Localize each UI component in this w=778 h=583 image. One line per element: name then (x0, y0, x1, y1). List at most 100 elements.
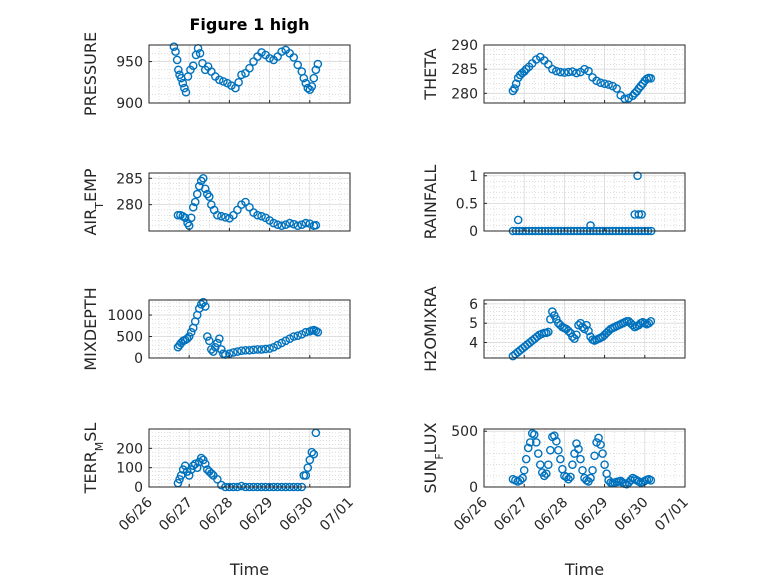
data-point (612, 84, 621, 93)
data-point (204, 192, 214, 202)
data-point (234, 77, 243, 87)
data-point (548, 64, 557, 74)
data-point (564, 326, 573, 336)
data-point (171, 47, 180, 56)
x-tick-label: 07/01 (317, 495, 357, 535)
data-point (578, 465, 587, 475)
y-tick-label: 500 (451, 424, 478, 440)
data-point (529, 430, 539, 439)
data-point (546, 445, 555, 455)
data-point (309, 73, 319, 83)
y-tick-label: 1 (469, 169, 478, 185)
y-tick-label: 500 (116, 330, 143, 346)
data-point (564, 474, 573, 484)
data-point (192, 463, 202, 472)
x-tick-label: 06/29 (237, 495, 277, 535)
data-point (644, 318, 654, 328)
data-point (182, 334, 192, 343)
axes-box (148, 428, 351, 488)
y-tick-label: 950 (116, 55, 143, 71)
data-point (556, 67, 565, 77)
y-tick-label: 200 (116, 441, 143, 457)
data-point (562, 472, 571, 482)
y-tick-label: 280 (116, 198, 143, 214)
subplot-air_temp: 280 285 AIRTEMP (81, 168, 351, 236)
data-point (305, 455, 315, 465)
data-point (576, 454, 585, 464)
data-point (293, 331, 303, 340)
y-axis-label: RAINFALL (421, 165, 440, 240)
x-tick-label: 06/26 (116, 494, 156, 534)
data-point (568, 332, 577, 342)
data-point (568, 460, 577, 469)
data-point (174, 65, 183, 75)
data-point (550, 431, 559, 440)
axes-box (483, 299, 686, 359)
data-point (184, 471, 194, 480)
data-point (572, 68, 581, 78)
data-point (190, 197, 200, 207)
data-point (200, 184, 210, 194)
data-point (196, 453, 206, 463)
data-point (626, 476, 636, 485)
data-point (544, 327, 553, 337)
data-point (299, 73, 309, 83)
y-axis-label: MIXDEPTH (81, 287, 100, 370)
data-point (277, 47, 286, 56)
data-point (521, 454, 531, 464)
data-point (572, 330, 581, 340)
data-point (213, 210, 222, 220)
data-point (646, 74, 656, 83)
data-point (542, 469, 551, 478)
subplot-theta: 280 285 290 THETA (421, 38, 686, 104)
y-tick-label: 280 (451, 86, 478, 102)
data-point (253, 210, 262, 220)
y-tick-label: 285 (451, 62, 478, 78)
data-point (198, 173, 208, 183)
data-point (175, 474, 184, 484)
y-tick-label: 290 (451, 38, 478, 54)
y-tick-label: 4 (469, 336, 478, 352)
x-tick-label: 06/28 (531, 495, 571, 535)
data-point (221, 212, 230, 222)
data-point (200, 302, 210, 311)
y-tick-label: 900 (116, 96, 143, 112)
data-point (303, 83, 313, 93)
data-point (269, 218, 278, 228)
y-tick-label: 100 (116, 461, 143, 477)
data-point (596, 78, 605, 87)
x-axis-label: Time (229, 560, 269, 579)
data-point (245, 345, 254, 355)
data-point (237, 346, 246, 355)
data-point (285, 218, 295, 228)
data-point (253, 345, 262, 354)
chart-title: Figure 1 high (190, 15, 310, 34)
data-point (172, 55, 182, 65)
data-point (313, 327, 323, 337)
data-point (173, 210, 183, 220)
data-point (590, 451, 599, 461)
data-point (198, 297, 208, 307)
data-point (311, 65, 321, 75)
y-tick-label: 1000 (107, 308, 143, 324)
data-point (311, 326, 321, 336)
data-point (202, 332, 212, 341)
axes-box (148, 44, 351, 104)
data-point (598, 449, 607, 458)
axes-box (483, 172, 686, 232)
data-point (213, 474, 222, 484)
subplot-h2omixra: 4 5 6 H2OMIXRA (421, 286, 686, 372)
data-point (525, 438, 535, 447)
data-point (586, 473, 595, 483)
data-point (533, 449, 543, 458)
data-point (233, 205, 242, 215)
x-tick-label: 06/26 (451, 494, 491, 534)
data-point (301, 327, 311, 337)
y-tick-label: 0 (469, 480, 478, 496)
data-point (646, 476, 656, 485)
data-point (313, 59, 323, 69)
data-point (188, 202, 198, 212)
data-point (281, 220, 290, 229)
data-point (620, 94, 630, 103)
x-tick-label: 06/27 (491, 495, 531, 535)
